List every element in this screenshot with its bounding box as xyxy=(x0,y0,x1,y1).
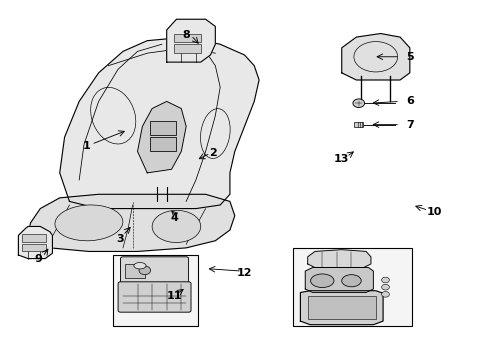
Text: 8: 8 xyxy=(182,30,190,40)
Bar xyxy=(113,255,198,327)
Bar xyxy=(22,244,46,251)
Bar xyxy=(149,137,176,152)
Polygon shape xyxy=(307,249,370,267)
Bar xyxy=(125,264,144,278)
Text: 12: 12 xyxy=(236,268,252,278)
Text: 3: 3 xyxy=(117,234,124,244)
Polygon shape xyxy=(60,37,259,208)
Circle shape xyxy=(352,99,364,108)
Ellipse shape xyxy=(341,275,361,287)
Text: 9: 9 xyxy=(34,253,41,264)
Ellipse shape xyxy=(310,274,333,288)
Polygon shape xyxy=(137,102,186,173)
FancyBboxPatch shape xyxy=(120,257,188,284)
Ellipse shape xyxy=(134,262,146,269)
Circle shape xyxy=(139,266,150,275)
Polygon shape xyxy=(341,33,409,80)
Polygon shape xyxy=(19,226,52,258)
Text: 4: 4 xyxy=(170,212,178,222)
Polygon shape xyxy=(305,267,372,293)
Polygon shape xyxy=(166,19,215,62)
Circle shape xyxy=(381,277,388,283)
Circle shape xyxy=(381,284,388,290)
Text: 5: 5 xyxy=(405,52,413,62)
Ellipse shape xyxy=(152,210,201,243)
Polygon shape xyxy=(26,194,234,251)
Bar xyxy=(149,121,176,135)
Text: 1: 1 xyxy=(82,141,90,151)
Text: 6: 6 xyxy=(405,96,413,107)
Polygon shape xyxy=(300,291,382,325)
Bar xyxy=(22,234,46,242)
Bar xyxy=(307,296,375,319)
Text: 13: 13 xyxy=(333,154,349,163)
Bar xyxy=(292,248,411,327)
Text: 7: 7 xyxy=(405,120,413,130)
Ellipse shape xyxy=(55,205,122,241)
Bar xyxy=(174,44,201,53)
Circle shape xyxy=(381,292,388,297)
Bar xyxy=(354,122,363,127)
Text: 11: 11 xyxy=(166,291,182,301)
Text: 2: 2 xyxy=(208,148,216,158)
Bar xyxy=(174,33,201,42)
FancyBboxPatch shape xyxy=(118,282,191,312)
Text: 10: 10 xyxy=(426,207,441,217)
